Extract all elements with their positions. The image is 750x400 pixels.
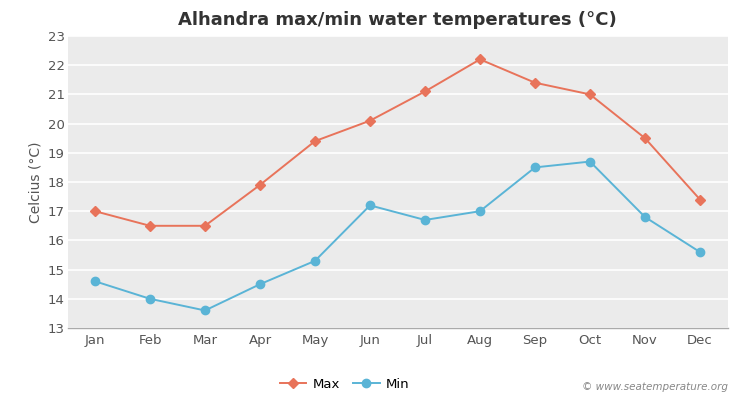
Min xyxy=(586,159,595,164)
Max xyxy=(586,92,595,97)
Max xyxy=(256,182,265,187)
Max xyxy=(640,136,650,140)
Min xyxy=(421,218,430,222)
Max xyxy=(421,89,430,94)
Max xyxy=(146,223,154,228)
Max xyxy=(365,118,374,123)
Min xyxy=(530,165,539,170)
Y-axis label: Celcius (°C): Celcius (°C) xyxy=(28,141,42,223)
Max xyxy=(530,80,539,85)
Min xyxy=(200,308,209,313)
Line: Min: Min xyxy=(91,157,704,315)
Min xyxy=(695,250,704,254)
Min xyxy=(476,209,484,214)
Min xyxy=(256,282,265,286)
Min xyxy=(365,203,374,208)
Min xyxy=(640,215,650,220)
Min xyxy=(91,279,100,284)
Max xyxy=(695,197,704,202)
Legend: Max, Min: Max, Min xyxy=(274,372,415,396)
Min xyxy=(310,258,320,263)
Max xyxy=(310,139,320,144)
Text: © www.seatemperature.org: © www.seatemperature.org xyxy=(581,382,728,392)
Min xyxy=(146,296,154,301)
Max xyxy=(476,57,484,62)
Title: Alhandra max/min water temperatures (°C): Alhandra max/min water temperatures (°C) xyxy=(178,11,616,29)
Max xyxy=(91,209,100,214)
Line: Max: Max xyxy=(92,56,704,230)
Max xyxy=(200,223,209,228)
